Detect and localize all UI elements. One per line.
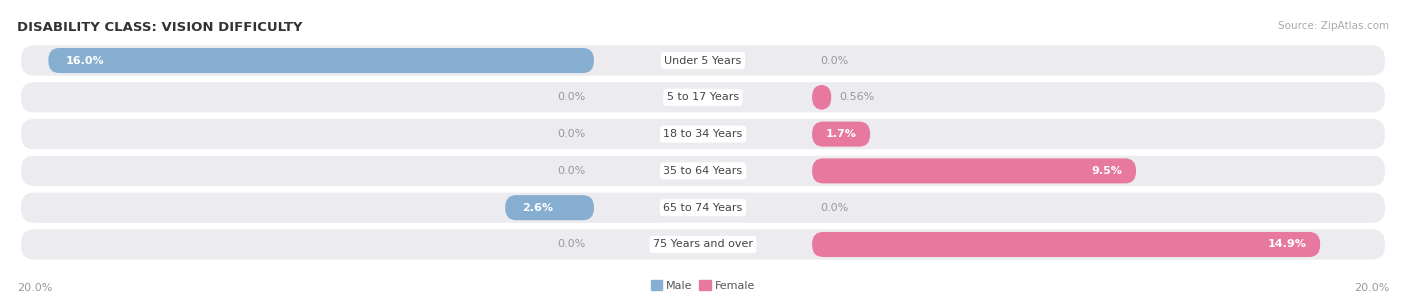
FancyBboxPatch shape: [48, 48, 593, 73]
FancyBboxPatch shape: [21, 229, 1385, 260]
Text: 9.5%: 9.5%: [1091, 166, 1122, 176]
Text: 20.0%: 20.0%: [1354, 283, 1389, 293]
Text: DISABILITY CLASS: VISION DIFFICULTY: DISABILITY CLASS: VISION DIFFICULTY: [17, 21, 302, 34]
FancyBboxPatch shape: [21, 156, 1385, 186]
FancyBboxPatch shape: [813, 85, 831, 110]
Text: Source: ZipAtlas.com: Source: ZipAtlas.com: [1278, 21, 1389, 31]
FancyBboxPatch shape: [21, 192, 1385, 223]
Text: 0.0%: 0.0%: [557, 166, 585, 176]
Text: 65 to 74 Years: 65 to 74 Years: [664, 203, 742, 213]
Text: 0.0%: 0.0%: [557, 239, 585, 249]
FancyBboxPatch shape: [21, 119, 1385, 149]
FancyBboxPatch shape: [813, 122, 870, 147]
Text: 1.7%: 1.7%: [825, 129, 856, 139]
FancyBboxPatch shape: [813, 232, 1320, 257]
Text: 0.0%: 0.0%: [821, 56, 849, 66]
FancyBboxPatch shape: [21, 45, 1385, 76]
FancyBboxPatch shape: [505, 195, 593, 220]
Text: 18 to 34 Years: 18 to 34 Years: [664, 129, 742, 139]
Text: 0.0%: 0.0%: [821, 203, 849, 213]
Text: 0.0%: 0.0%: [557, 129, 585, 139]
Text: 5 to 17 Years: 5 to 17 Years: [666, 92, 740, 102]
Text: 2.6%: 2.6%: [522, 203, 554, 213]
Text: 16.0%: 16.0%: [66, 56, 104, 66]
FancyBboxPatch shape: [21, 82, 1385, 113]
FancyBboxPatch shape: [813, 158, 1136, 183]
Text: 75 Years and over: 75 Years and over: [652, 239, 754, 249]
Text: 0.56%: 0.56%: [839, 92, 875, 102]
Text: 20.0%: 20.0%: [17, 283, 52, 293]
Text: 35 to 64 Years: 35 to 64 Years: [664, 166, 742, 176]
Text: 0.0%: 0.0%: [557, 92, 585, 102]
Text: 14.9%: 14.9%: [1268, 239, 1306, 249]
Legend: Male, Female: Male, Female: [647, 276, 759, 295]
Text: Under 5 Years: Under 5 Years: [665, 56, 741, 66]
